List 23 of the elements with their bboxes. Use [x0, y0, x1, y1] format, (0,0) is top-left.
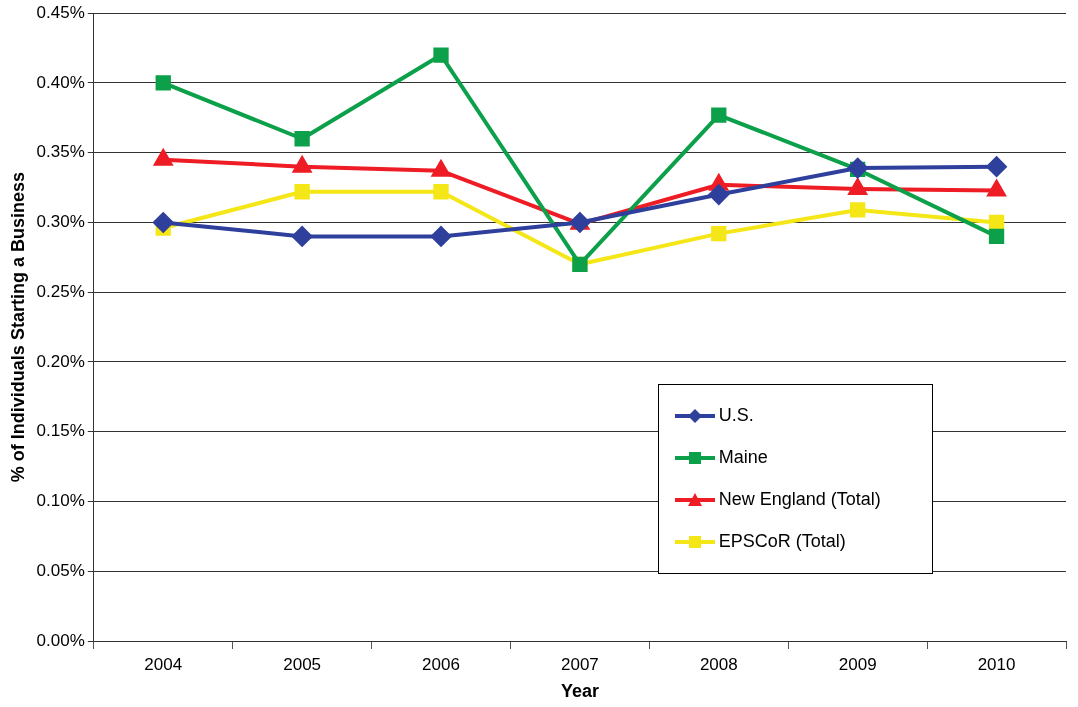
x-tick-label: 2005 [283, 654, 322, 674]
x-tick-label: 2007 [560, 654, 599, 674]
legend-label: EPSCoR (Total) [718, 531, 846, 553]
y-tick-label: 0.00% [36, 630, 85, 650]
y-axis-title: % of Individuals Starting a Business [7, 172, 28, 483]
y-tick-label: 0.30% [36, 212, 85, 232]
y-tick-label: 0.45% [36, 2, 85, 22]
legend-label: New England (Total) [718, 489, 881, 511]
y-tick-label: 0.05% [36, 560, 85, 580]
legend-label: Maine [718, 447, 768, 469]
y-tick-label: 0.10% [36, 491, 85, 511]
x-tick-label: 2008 [699, 654, 738, 674]
x-tick-label: 2004 [144, 654, 183, 674]
y-tick-label: 0.40% [36, 72, 85, 92]
x-tick-label: 2010 [977, 654, 1016, 674]
x-tick-label: 2009 [838, 654, 877, 674]
y-tick-label: 0.20% [36, 351, 85, 371]
y-tick-label: 0.25% [36, 281, 85, 301]
legend-label: U.S. [718, 405, 754, 427]
x-tick-label: 2006 [422, 654, 460, 674]
x-axis-title: Year [560, 681, 599, 702]
y-tick-label: 0.35% [36, 142, 85, 162]
y-tick-label: 0.15% [36, 421, 85, 441]
